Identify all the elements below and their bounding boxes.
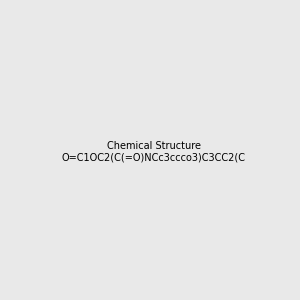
Text: Chemical Structure
O=C1OC2(C(=O)NCc3ccco3)C3CC2(C: Chemical Structure O=C1OC2(C(=O)NCc3ccco… xyxy=(62,141,246,162)
